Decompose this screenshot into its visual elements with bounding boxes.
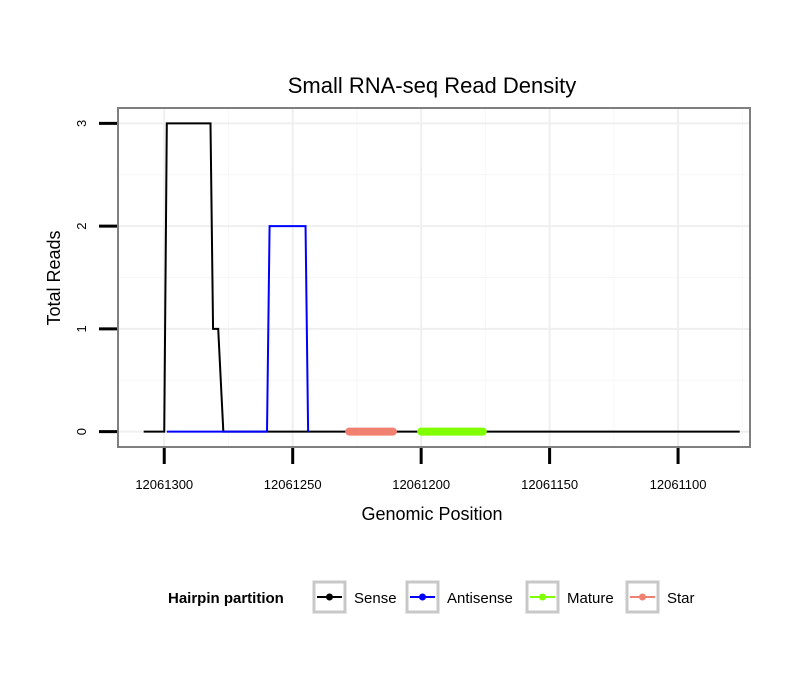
x-axis-label: Genomic Position (361, 504, 502, 524)
x-tick-label: 12061300 (135, 477, 193, 492)
legend-key-dot (326, 593, 333, 601)
legend-label: Star (667, 590, 695, 607)
legend-entries: Sense Antisense Mature Star (312, 580, 695, 614)
legend-label: Antisense (447, 590, 513, 607)
y-tick-label: 0 (74, 428, 89, 435)
x-tick-label: 12061150 (521, 477, 578, 492)
legend-key-dot (639, 593, 646, 601)
legend-title: Hairpin partition (168, 590, 284, 607)
x-tick-label: 12061100 (650, 477, 707, 492)
x-tick-label: 12061250 (264, 477, 322, 492)
x-axis: 12061300 12061250 12061200 12061150 12061100 (135, 448, 707, 492)
y-tick-label: 1 (74, 325, 89, 332)
series-layer (143, 122, 740, 436)
legend-key-dot (419, 593, 426, 601)
legend-key-dot (539, 593, 546, 601)
legend-label: Mature (567, 590, 614, 607)
legend-entry-antisense: Antisense (405, 580, 513, 614)
y-tick-label: 2 (74, 223, 89, 230)
legend: Hairpin partition Sense Antisense Mature St… (168, 580, 695, 614)
legend-entry-star: Star (625, 580, 695, 614)
chart-title: Small RNA-seq Read Density (288, 73, 577, 98)
y-axis-label: Total Reads (44, 230, 64, 325)
legend-entry-sense: Sense (312, 580, 397, 614)
legend-label: Sense (354, 590, 397, 607)
series-antisense-line (166, 225, 310, 433)
legend-entry-mature: Mature (525, 580, 614, 614)
y-axis: 0 1 2 3 (74, 120, 117, 435)
x-tick-label: 12061200 (392, 477, 450, 492)
y-tick-label: 3 (74, 120, 89, 127)
